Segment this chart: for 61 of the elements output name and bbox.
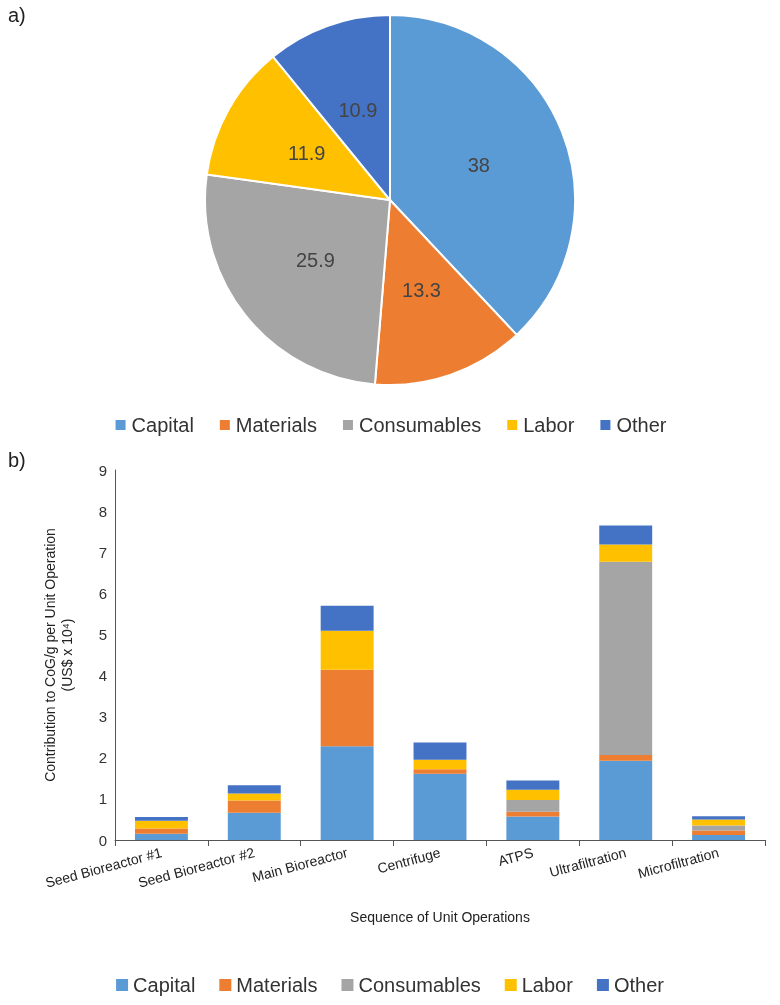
legend-label: Consumables [358,974,481,996]
bar [599,754,653,761]
bar [599,525,653,545]
y-axis-title: Contribution to CoG/g per Unit Operation (US$ x 10⁴) [41,528,75,782]
bar [599,544,653,562]
data-label: 10.9 [338,99,378,122]
bar [320,630,374,670]
bar [692,825,746,831]
bar [506,780,560,790]
y-tick-label: 4 [98,667,107,685]
data-label: 13.3 [402,279,441,302]
bar [413,742,467,760]
y-tick-label: 6 [98,584,107,602]
legend-label: Capital [131,414,194,436]
y-tick-label: 7 [98,543,107,561]
bar [320,605,374,631]
data-label: 38 [467,153,490,176]
bar [227,812,281,840]
legend-label: Capital [133,974,196,996]
bar [134,828,188,834]
bar [692,819,746,826]
bar [320,669,374,747]
x-tick-label: ATPS [496,844,535,869]
text: b) [8,449,26,472]
bar [413,769,467,774]
y-tick-label: 9 [98,461,107,479]
bar [227,800,281,813]
legend-label: Other [613,974,665,996]
bar [413,759,467,770]
bar [599,760,653,840]
y-tick-label: 8 [98,502,107,520]
bar [506,789,560,801]
y-tick-label: 5 [98,625,107,643]
bar [506,800,560,812]
legend-label: Other [616,414,667,436]
data-label: 11.9 [288,142,326,165]
y-tick-label: 3 [98,708,107,726]
bar [413,773,467,840]
y-tick-label: 2 [98,749,107,767]
bar [227,793,281,801]
bar [506,811,560,817]
bar [506,816,560,840]
legend-label: Consumables [358,414,482,436]
bar [692,816,746,820]
legend-label: Materials [236,974,318,996]
bar [692,835,746,840]
legend-label: Labor [523,414,575,436]
bar [320,746,374,840]
bar [134,833,188,840]
bar [227,785,281,794]
y-tick-label: 0 [98,831,107,849]
legend-label: Labor [521,974,574,996]
text: a) [8,4,26,27]
bar [134,820,188,829]
data-label: 25.9 [296,248,335,271]
y-tick-label: 1 [98,790,107,808]
legend-label: Materials [235,414,317,436]
bar [599,561,653,755]
x-tick-label: Centrifuge [375,844,443,877]
x-axis-title: Sequence of Unit Operations [350,909,530,925]
bar [134,816,188,821]
